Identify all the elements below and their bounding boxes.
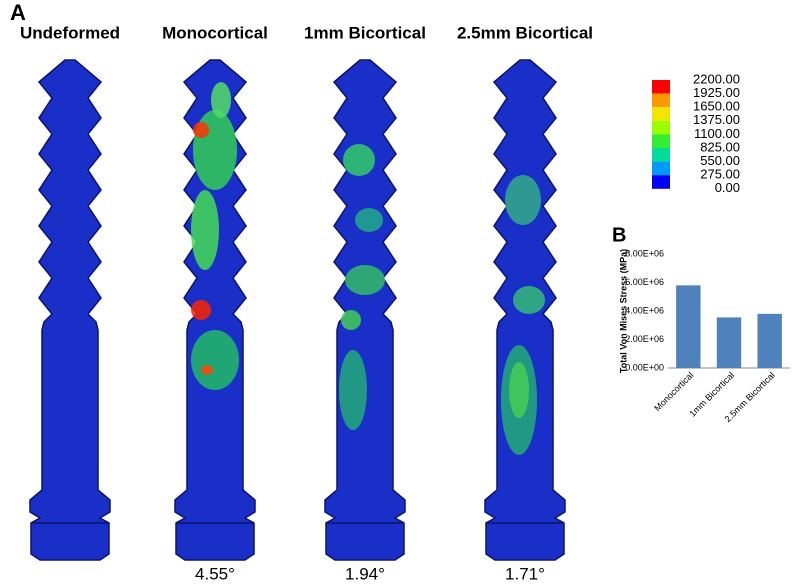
screw-title: 2.5mm Bicortical — [457, 23, 593, 42]
legend-label: 1100.00 — [694, 126, 740, 141]
screw — [29, 59, 111, 561]
legend-label: 2200.00 — [693, 71, 740, 86]
screw — [324, 59, 406, 561]
bar — [757, 313, 782, 368]
legend-label: 0.00 — [715, 180, 740, 195]
legend-swatch — [652, 80, 670, 94]
legend-label: 1650.00 — [693, 99, 740, 114]
legend-label: 275.00 — [700, 167, 740, 182]
screw-title: Monocortical — [162, 23, 268, 42]
legend-swatch — [652, 134, 670, 148]
stress-patch — [193, 110, 237, 190]
legend-swatch — [652, 120, 670, 135]
screw — [484, 59, 566, 561]
legend-swatch — [652, 93, 670, 108]
y-tick-label: 2.00E+06 — [625, 334, 664, 344]
legend-label: 825.00 — [700, 139, 740, 154]
y-tick-label: 4.00E+06 — [625, 305, 664, 315]
panel-label: A — [10, 0, 26, 25]
y-tick-label: 8.00E+06 — [625, 248, 664, 258]
stress-patch — [509, 362, 529, 418]
stress-patch — [191, 330, 239, 390]
y-tick-label: 0.00E+00 — [625, 362, 664, 372]
screw-title: 1mm Bicortical — [304, 23, 426, 42]
stress-patch — [355, 208, 383, 232]
legend-label: 1375.00 — [693, 112, 740, 127]
stress-patch — [211, 82, 231, 118]
screw — [174, 59, 256, 561]
angle-label: 1.94° — [345, 564, 385, 583]
legend-label: 550.00 — [700, 153, 740, 168]
stress-patch — [191, 190, 219, 270]
y-tick-label: 6.00E+06 — [625, 277, 664, 287]
screw-body — [29, 59, 111, 561]
angle-label: 1.71° — [505, 564, 545, 583]
legend-swatch — [652, 107, 670, 121]
stress-patch — [343, 144, 375, 176]
x-tick-label: Monocortical — [652, 370, 695, 413]
y-axis-label: Total Von Mises Stress (MPa) — [618, 249, 628, 373]
panel-label: B — [612, 224, 626, 246]
stress-patch — [201, 365, 213, 375]
angle-label: 4.55° — [195, 564, 235, 583]
stress-patch — [191, 300, 211, 320]
stress-patch — [193, 122, 209, 138]
stress-patch — [513, 286, 545, 314]
screw-title: Undeformed — [20, 23, 120, 42]
legend-swatch — [652, 161, 670, 176]
bar — [676, 285, 701, 368]
stress-patch — [341, 310, 361, 330]
bar — [716, 317, 742, 368]
stress-patch — [345, 265, 385, 295]
screw-body — [324, 59, 406, 561]
legend-swatch — [652, 148, 670, 162]
legend-label: 1925.00 — [693, 85, 740, 100]
legend-swatch — [652, 175, 670, 189]
stress-patch — [505, 175, 541, 225]
stress-patch — [339, 350, 367, 430]
screw-body — [174, 59, 256, 561]
